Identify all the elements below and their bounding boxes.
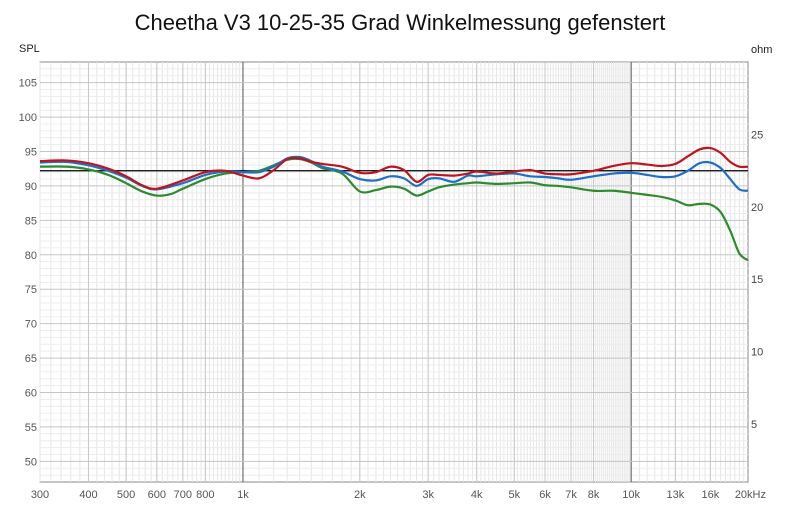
y-tick-label: 55	[25, 422, 37, 434]
x-tick-label: 700	[174, 489, 192, 501]
x-tick-label: 2k	[354, 489, 366, 501]
y2-tick-label: 5	[751, 419, 757, 431]
y-axis-label: SPL	[19, 43, 40, 55]
y-tick-label: 90	[25, 181, 37, 193]
axis-ticks: 300 400 500 600 700 800 1k 2k 3k 4k 5k 6k 7k 8k 10k 13k…	[19, 78, 766, 501]
y-tick-label: 100	[19, 112, 37, 124]
grid	[39, 62, 748, 482]
x-tick-label: 8k	[588, 489, 600, 501]
y-tick-label: 80	[25, 250, 37, 262]
x-tick-label: 4k	[471, 489, 483, 501]
y2-tick-label: 10	[751, 347, 763, 359]
x-tick-label: 16k	[702, 489, 720, 501]
x-tick-label: 600	[148, 489, 166, 501]
y2-axis-label: ohm	[751, 44, 772, 56]
x-tick-label: 20kHz	[735, 489, 766, 501]
series-group	[39, 146, 749, 262]
y-tick-label: 95	[25, 147, 37, 159]
x-tick-label: 7k	[565, 489, 577, 501]
y-tick-label: 75	[25, 284, 37, 296]
x-tick-label: 13k	[667, 489, 685, 501]
series-line	[39, 146, 749, 190]
y-tick-label: 70	[25, 319, 37, 331]
y2-tick-label: 20	[751, 202, 763, 214]
chart-title: Cheetha V3 10-25-35 Grad Winkelmessung g…	[135, 10, 666, 35]
x-tick-label: 800	[196, 489, 214, 501]
x-tick-label: 500	[117, 489, 135, 501]
y-tick-label: 50	[25, 456, 37, 468]
series-line	[39, 157, 749, 262]
y2-tick-label: 15	[751, 274, 763, 286]
x-tick-label: 10k	[622, 489, 640, 501]
series-line	[39, 155, 749, 192]
y-tick-label: 65	[25, 353, 37, 365]
x-tick-label: 400	[79, 489, 97, 501]
y-tick-label: 60	[25, 387, 37, 399]
x-tick-label: 1k	[237, 489, 249, 501]
y-tick-label: 105	[19, 78, 37, 90]
x-tick-label: 300	[31, 489, 49, 501]
x-tick-label: 3k	[422, 489, 434, 501]
y-tick-label: 85	[25, 215, 37, 227]
plot-area	[39, 61, 749, 483]
x-tick-label: 6k	[539, 489, 551, 501]
x-tick-label: 5k	[508, 489, 520, 501]
y2-tick-label: 25	[751, 129, 763, 141]
